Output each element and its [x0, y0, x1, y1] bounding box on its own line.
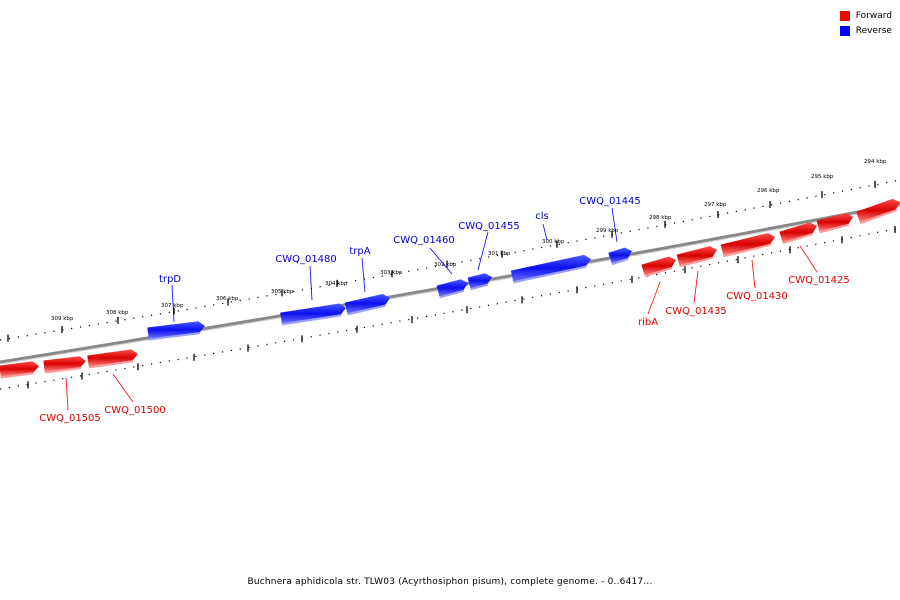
forward-gene-label: CWQ_01425 — [788, 275, 850, 286]
tick-label: 295 kbp — [811, 174, 834, 180]
tick-label: 299 kbp — [596, 228, 619, 234]
forward-gene-1[interactable] — [43, 356, 86, 374]
forward-leader-line — [65, 377, 69, 411]
reverse-gene-2[interactable] — [344, 293, 390, 316]
reverse-gene-1[interactable] — [280, 303, 346, 326]
forward-gene-label: CWQ_01435 — [665, 306, 727, 317]
reverse-gene-4[interactable] — [467, 273, 492, 291]
reverse-gene-label: cls — [535, 211, 549, 222]
forward-gene-6[interactable] — [779, 222, 817, 245]
legend-reverse-label: Reverse — [855, 25, 892, 36]
forward-gene-0[interactable] — [0, 361, 39, 379]
reverse-gene-5[interactable] — [510, 254, 591, 284]
forward-swatch — [839, 10, 850, 21]
tick-label: 304 kbp — [325, 281, 348, 287]
tick-label: 297 kbp — [704, 202, 727, 208]
legend-reverse: Reverse — [839, 23, 892, 38]
forward-gene-4[interactable] — [676, 246, 717, 268]
inner-ruler — [0, 227, 900, 390]
tick-label: 302 kbp — [434, 262, 457, 268]
reverse-leader-line — [361, 257, 366, 293]
forward-gene-7[interactable] — [816, 213, 853, 234]
forward-gene-label: CWQ_01500 — [104, 405, 166, 416]
forward-leader-line — [112, 373, 134, 403]
tick-label: 296 kbp — [757, 188, 780, 194]
reverse-leader-line — [542, 223, 548, 241]
tick-label: 301 kbp — [488, 251, 511, 257]
tick-label: 306 kbp — [216, 296, 239, 302]
reverse-gene-label: CWQ_01445 — [579, 196, 641, 207]
reverse-gene-label: trpD — [159, 274, 181, 285]
reverse-leader-line — [309, 265, 313, 301]
reverse-gene-0[interactable] — [147, 321, 205, 341]
forward-leader-line — [647, 281, 661, 315]
tick-label: 308 kbp — [106, 310, 129, 316]
forward-gene-label: CWQ_01505 — [39, 413, 101, 424]
reverse-leader-line — [171, 284, 175, 323]
reverse-gene-label: trpA — [349, 246, 370, 257]
legend-forward-label: Forward — [855, 10, 892, 21]
reverse-leader-line — [477, 231, 489, 271]
legend-forward: Forward — [839, 8, 892, 23]
tick-label: 307 kbp — [161, 303, 184, 309]
legend: Forward Reverse — [839, 8, 892, 38]
reverse-gene-6[interactable] — [608, 247, 632, 266]
reverse-swatch — [839, 25, 850, 36]
reverse-gene-3[interactable] — [436, 279, 468, 299]
tick-label: 305 kbp — [271, 289, 294, 295]
genome-caption: Buchnera aphidicola str. TLW03 (Acyrthos… — [247, 577, 653, 587]
forward-gene-5[interactable] — [720, 233, 775, 258]
reverse-gene-label: CWQ_01460 — [393, 235, 455, 246]
reverse-gene-label: CWQ_01455 — [458, 221, 520, 232]
tick-label: 294 kbp — [864, 159, 887, 165]
forward-leader-line — [751, 259, 756, 289]
reverse-leader-line — [611, 207, 618, 243]
forward-gene-8[interactable] — [856, 198, 900, 225]
tick-label: 309 kbp — [51, 316, 74, 322]
reverse-gene-label: CWQ_01480 — [275, 254, 337, 265]
forward-leader-line — [799, 245, 818, 273]
reverse-leader-line — [429, 247, 453, 275]
forward-gene-2[interactable] — [87, 349, 138, 369]
tick-label: 300 kbp — [542, 239, 565, 245]
outer-ruler — [0, 179, 900, 341]
forward-leader-line — [693, 270, 699, 304]
forward-gene-label: CWQ_01430 — [726, 291, 788, 302]
forward-gene-3[interactable] — [641, 256, 676, 278]
tick-label: 298 kbp — [649, 215, 672, 221]
tick-label: 303 kbp — [380, 270, 403, 276]
forward-gene-label: ribA — [638, 317, 658, 328]
